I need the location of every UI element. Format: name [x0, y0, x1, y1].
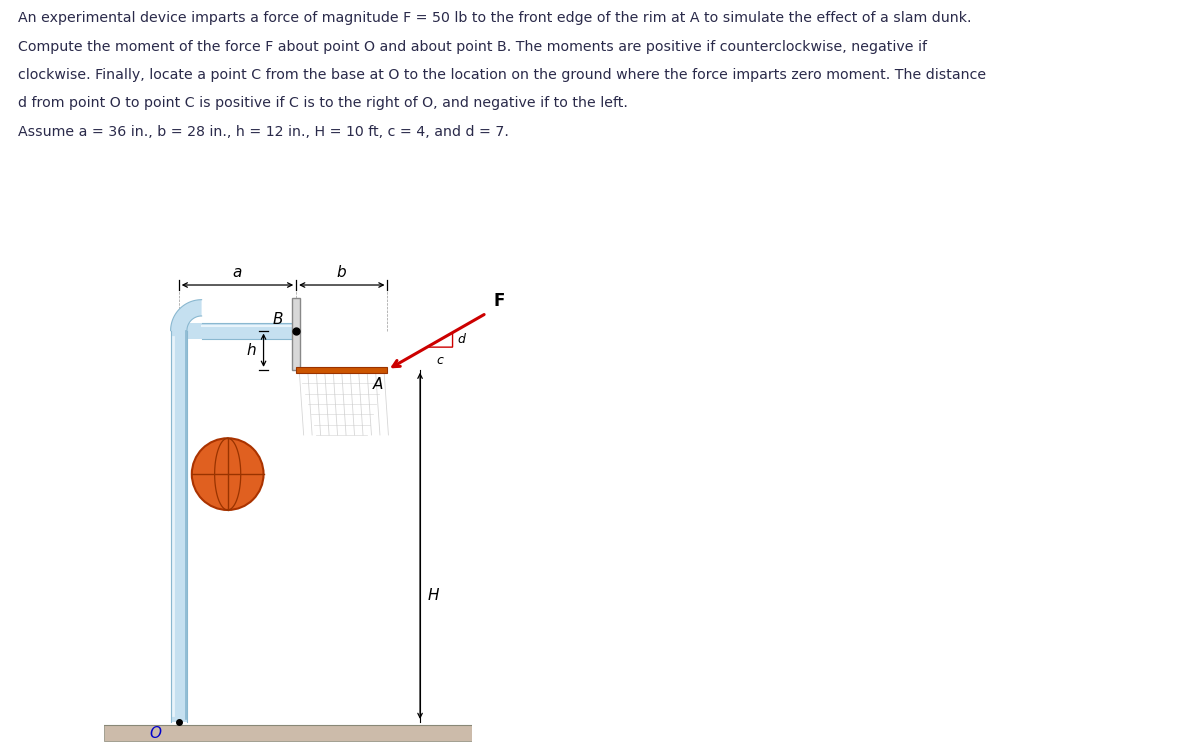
Text: Compute the moment of the force F about point O and about point B. The moments a: Compute the moment of the force F about … [18, 40, 928, 54]
Text: $A$: $A$ [372, 376, 384, 392]
Text: $B$: $B$ [271, 311, 283, 328]
Bar [170, 322, 210, 339]
Text: $H$: $H$ [426, 586, 439, 603]
Text: F: F [493, 292, 504, 310]
Text: Assume a = 36 in., b = 28 in., h = 12 in., H = 10 ft, c = 4, and d = 7.: Assume a = 36 in., b = 28 in., h = 12 in… [18, 125, 509, 139]
Text: c: c [437, 354, 443, 367]
Bar [200, 322, 298, 339]
Text: $b$: $b$ [336, 264, 347, 280]
Text: d from point O to point C is positive if C is to the right of O, and negative if: d from point O to point C is positive if… [18, 96, 628, 111]
Text: $h$: $h$ [246, 343, 257, 358]
Bar [103, 725, 473, 741]
Text: $O$: $O$ [149, 725, 162, 741]
Text: $a$: $a$ [233, 265, 242, 280]
Text: d: d [457, 334, 466, 346]
Bar [296, 367, 388, 373]
Bar [292, 298, 300, 370]
Bar [170, 331, 187, 722]
Circle shape [192, 438, 264, 510]
Text: An experimental device imparts a force of magnitude F = 50 lb to the front edge : An experimental device imparts a force o… [18, 11, 972, 25]
Polygon shape [170, 300, 202, 331]
Text: clockwise. Finally, locate a point C from the base at O to the location on the g: clockwise. Finally, locate a point C fro… [18, 68, 986, 82]
